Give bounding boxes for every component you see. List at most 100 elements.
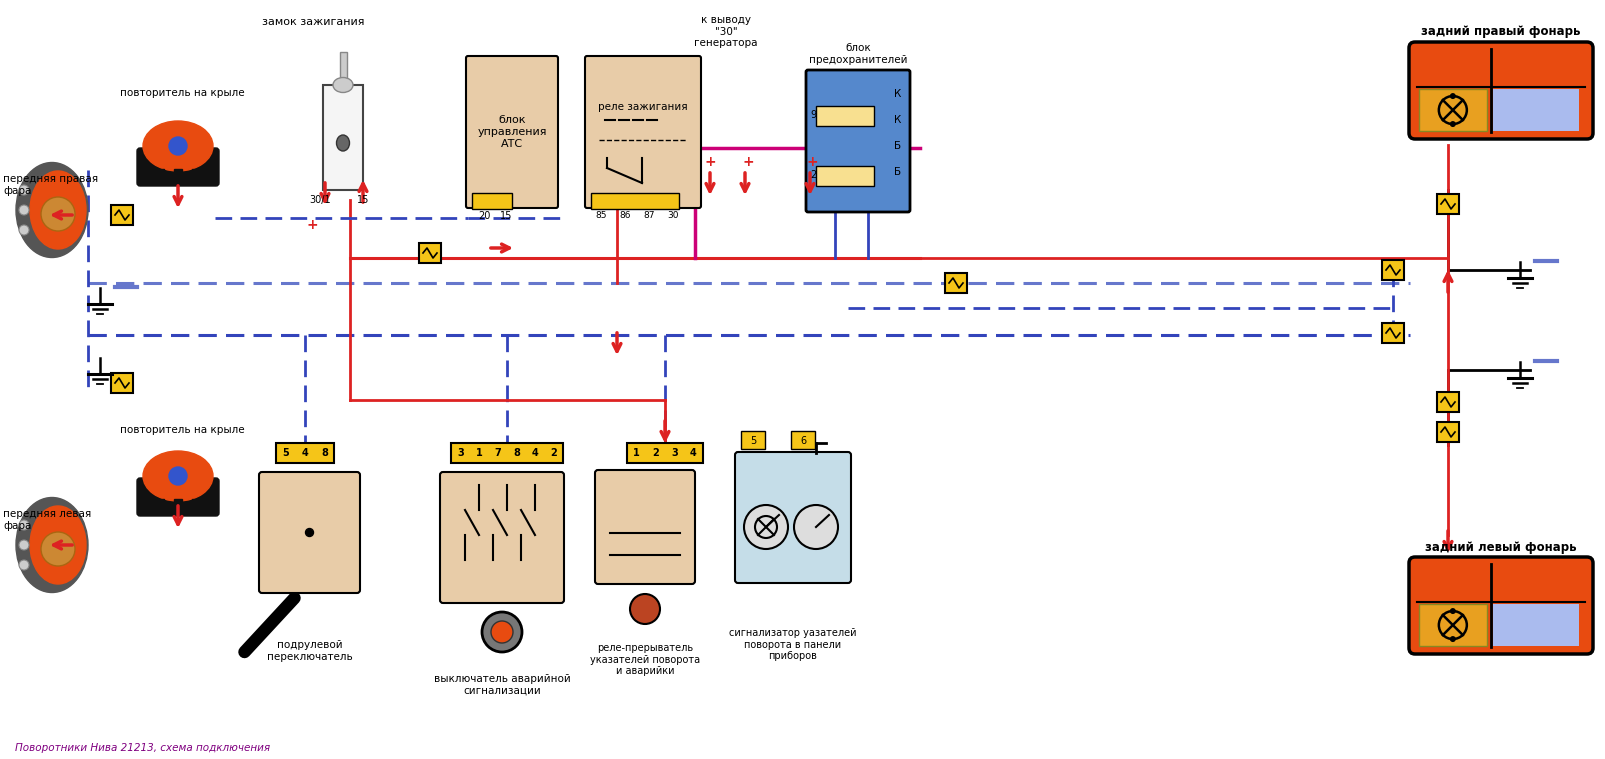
Bar — [472, 193, 512, 209]
Text: передняя правая
фара: передняя правая фара — [3, 175, 98, 196]
Text: 87: 87 — [644, 212, 655, 221]
Text: повторитель на крыле: повторитель на крыле — [120, 425, 244, 435]
Bar — [740, 431, 764, 449]
Text: реле зажигания: реле зажигания — [597, 102, 687, 112]
Text: передняя левая
фара: передняя левая фара — [3, 509, 91, 531]
Circle shape — [19, 205, 29, 215]
Bar — [340, 52, 347, 90]
Circle shape — [793, 505, 838, 549]
Circle shape — [1449, 121, 1456, 127]
Text: к выводу
"30"
генератора: к выводу "30" генератора — [693, 15, 758, 49]
FancyBboxPatch shape — [136, 478, 218, 516]
Text: К: К — [894, 115, 900, 125]
Bar — [1382, 323, 1403, 343]
Bar — [1491, 89, 1578, 131]
Bar — [451, 443, 563, 463]
Bar — [591, 193, 679, 209]
Bar — [419, 243, 441, 263]
Text: 15: 15 — [499, 211, 512, 221]
FancyBboxPatch shape — [440, 472, 563, 603]
Text: 2: 2 — [652, 448, 658, 458]
Text: 8: 8 — [512, 448, 520, 458]
FancyBboxPatch shape — [584, 56, 700, 208]
Text: подрулевой
переключатель: подрулевой переключатель — [266, 640, 351, 662]
FancyBboxPatch shape — [806, 70, 910, 212]
Text: блок
предохранителей: блок предохранителей — [809, 43, 907, 65]
Bar — [156, 169, 164, 183]
Circle shape — [1449, 608, 1456, 614]
Bar — [1491, 604, 1578, 646]
Ellipse shape — [143, 121, 213, 171]
Ellipse shape — [30, 171, 87, 249]
Bar — [323, 85, 363, 190]
Text: задний левый фонарь: задний левый фонарь — [1424, 540, 1576, 553]
Bar — [944, 273, 966, 293]
Ellipse shape — [332, 77, 353, 93]
Circle shape — [19, 560, 29, 570]
FancyBboxPatch shape — [1408, 557, 1592, 654]
Circle shape — [491, 621, 512, 643]
Bar — [1436, 194, 1457, 214]
Text: 4: 4 — [302, 448, 308, 458]
Bar — [173, 169, 181, 183]
Text: 30: 30 — [666, 212, 679, 221]
Circle shape — [19, 540, 29, 550]
FancyBboxPatch shape — [136, 148, 218, 186]
Text: Б: Б — [894, 167, 900, 177]
Bar — [1436, 392, 1457, 412]
Circle shape — [743, 505, 788, 549]
Text: 86: 86 — [620, 212, 631, 221]
Text: 7: 7 — [494, 448, 501, 458]
Ellipse shape — [143, 451, 213, 501]
Text: 85: 85 — [595, 212, 607, 221]
Text: повторитель на крыле: повторитель на крыле — [120, 88, 244, 98]
Text: сигнализатор уазателей
поворота в панели
приборов: сигнализатор уазателей поворота в панели… — [729, 628, 855, 661]
FancyBboxPatch shape — [735, 452, 851, 583]
Bar — [1382, 260, 1403, 280]
Text: 6: 6 — [799, 436, 806, 446]
FancyBboxPatch shape — [258, 472, 360, 593]
Bar — [193, 169, 201, 183]
Text: 1: 1 — [632, 448, 639, 458]
Text: 4: 4 — [531, 448, 538, 458]
Text: выключатель аварийной
сигнализации: выключатель аварийной сигнализации — [433, 674, 570, 695]
Circle shape — [42, 197, 75, 231]
Text: +: + — [703, 155, 716, 169]
Ellipse shape — [337, 135, 350, 151]
Text: К: К — [894, 89, 900, 99]
Text: 15: 15 — [356, 195, 369, 205]
Text: 9: 9 — [809, 110, 815, 120]
Circle shape — [1449, 636, 1456, 642]
Text: 5: 5 — [282, 448, 289, 458]
Text: +: + — [307, 218, 318, 232]
Ellipse shape — [16, 497, 88, 593]
Text: 8: 8 — [321, 448, 327, 458]
Bar — [193, 499, 201, 513]
Ellipse shape — [30, 506, 87, 584]
Circle shape — [42, 532, 75, 566]
Text: задний правый фонарь: задний правый фонарь — [1420, 26, 1579, 39]
Circle shape — [169, 137, 186, 155]
Text: 4: 4 — [690, 448, 697, 458]
Text: 1: 1 — [475, 448, 482, 458]
Bar — [626, 443, 703, 463]
Text: Б: Б — [894, 141, 900, 151]
Bar — [1419, 89, 1486, 131]
FancyBboxPatch shape — [594, 470, 695, 584]
Circle shape — [629, 594, 660, 624]
Bar — [111, 205, 133, 225]
Circle shape — [19, 225, 29, 235]
Text: 3: 3 — [671, 448, 677, 458]
Text: Поворотники Нива 21213, схема подключения: Поворотники Нива 21213, схема подключени… — [14, 743, 270, 753]
Text: блок
управления
АТС: блок управления АТС — [477, 115, 546, 149]
Text: +: + — [806, 155, 817, 169]
Ellipse shape — [16, 162, 88, 257]
Text: 2: 2 — [551, 448, 557, 458]
Circle shape — [482, 612, 522, 652]
Text: замок зажигания: замок зажигания — [262, 17, 364, 27]
Circle shape — [1449, 93, 1456, 99]
Text: 20: 20 — [478, 211, 490, 221]
FancyBboxPatch shape — [465, 56, 557, 208]
Text: +: + — [742, 155, 753, 169]
Text: 5: 5 — [750, 436, 756, 446]
